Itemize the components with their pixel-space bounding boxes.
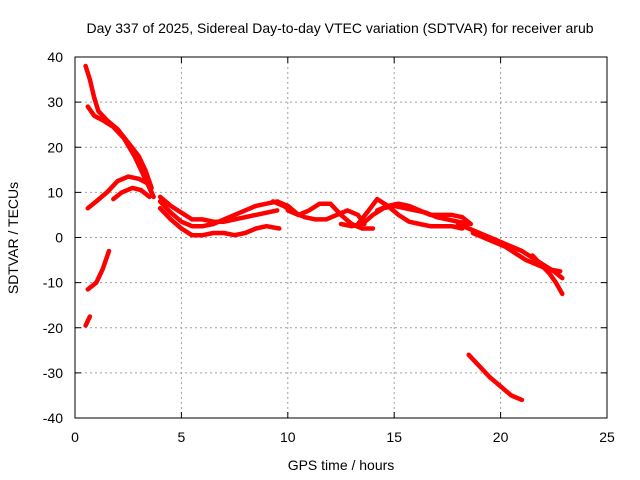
axis-ticks <box>74 56 608 419</box>
series-arc-18 <box>466 352 525 403</box>
y-tick-label: 0 <box>55 230 63 246</box>
y-tick-labels: -40 -30 -20 -10 0 10 20 30 40 <box>43 49 63 426</box>
y-tick-label: 20 <box>47 139 63 155</box>
grid-lines <box>75 57 607 418</box>
chart-title: Day 337 of 2025, Sidereal Day-to-day VTE… <box>86 20 593 36</box>
x-tick-label: 20 <box>493 429 509 445</box>
series-arc-3 <box>85 174 156 211</box>
series-arc-2 <box>85 104 154 195</box>
y-tick-label: -20 <box>43 320 63 336</box>
y-tick-label: 10 <box>47 184 63 200</box>
y-axis-label: SDTVAR / TECUs <box>5 182 21 294</box>
x-axis-label: GPS time / hours <box>288 457 395 473</box>
x-tick-label: 10 <box>280 429 296 445</box>
x-tick-label: 25 <box>599 429 615 445</box>
x-tick-label: 5 <box>178 429 186 445</box>
series-arc-14 <box>374 201 474 227</box>
series-arc-8 <box>157 205 282 238</box>
y-tick-label: -40 <box>43 410 63 426</box>
y-tick-label: -30 <box>43 365 63 381</box>
x-tick-label: 0 <box>71 429 79 445</box>
data-series <box>83 63 565 403</box>
y-tick-label: -10 <box>43 275 63 291</box>
y-tick-label: 40 <box>47 49 63 65</box>
series-arc-6 <box>83 314 93 328</box>
x-tick-labels: 0 5 10 15 20 25 <box>71 429 615 445</box>
series-arc-13 <box>355 196 465 231</box>
series-arc-5 <box>85 248 112 292</box>
x-tick-label: 15 <box>386 429 402 445</box>
series-arc-12 <box>338 203 471 229</box>
series-arc-17 <box>530 253 565 297</box>
y-tick-label: 30 <box>47 94 63 110</box>
series-arc-4 <box>111 185 152 202</box>
